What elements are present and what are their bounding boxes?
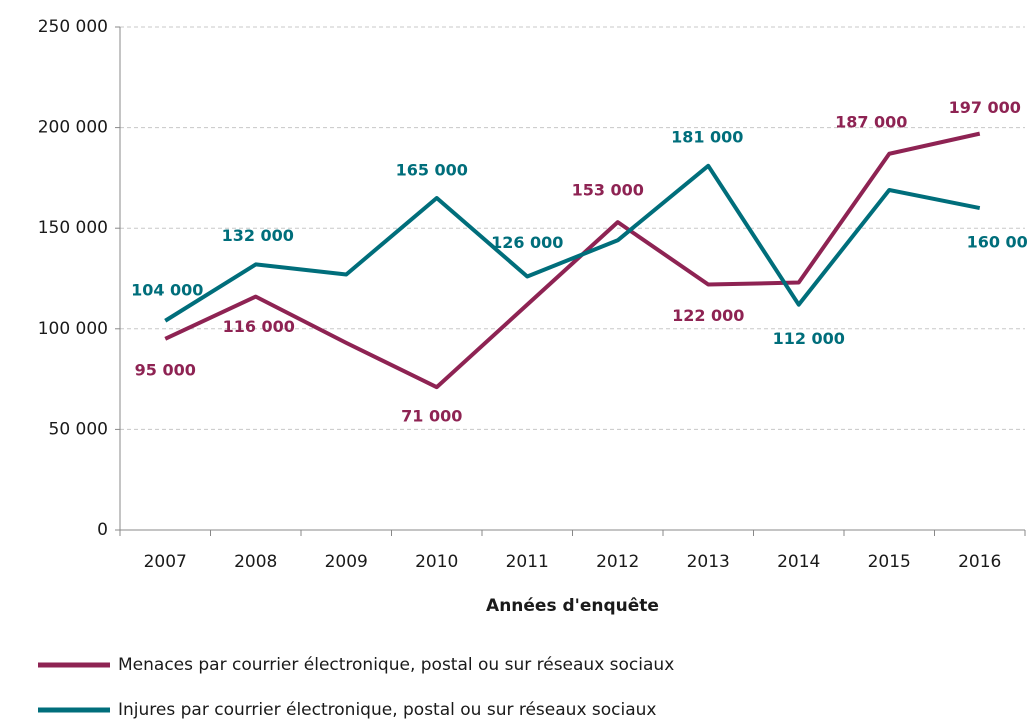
value-label: 153 000 (572, 181, 644, 200)
value-label: 112 000 (773, 329, 845, 348)
value-label: 160 000 (967, 233, 1027, 252)
value-label: 126 000 (491, 233, 563, 252)
y-tick-label: 150 000 (38, 218, 108, 238)
series-line (164, 131, 981, 390)
value-label: 71 000 (401, 407, 462, 426)
value-label: 181 000 (671, 127, 743, 146)
value-label: 104 000 (131, 280, 203, 299)
x-tick-label: 2016 (958, 552, 1001, 572)
x-tick-label: 2015 (868, 552, 911, 572)
value-label: 122 000 (672, 306, 744, 325)
series-line (164, 163, 981, 323)
x-tick-label: 2009 (325, 552, 368, 572)
y-tick-label: 250 000 (38, 17, 108, 37)
value-label: 165 000 (396, 161, 468, 180)
x-tick-label: 2012 (596, 552, 639, 572)
y-tick-label: 200 000 (38, 118, 108, 138)
x-tick-label: 2014 (777, 552, 820, 572)
x-tick-label: 2007 (144, 552, 187, 572)
legend-label: Injures par courrier électronique, posta… (118, 700, 657, 720)
y-tick-label: 50 000 (49, 419, 108, 439)
y-tick-label: 100 000 (38, 319, 108, 339)
x-axis-label: Années d'enquête (486, 596, 659, 616)
x-tick-label: 2010 (415, 552, 458, 572)
x-tick-label: 2011 (506, 552, 549, 572)
legend-label: Menaces par courrier électronique, posta… (118, 655, 674, 675)
y-tick-label: 0 (97, 520, 108, 540)
value-label: 132 000 (222, 226, 294, 245)
value-label: 197 000 (949, 98, 1021, 117)
value-label: 95 000 (135, 360, 196, 379)
x-tick-label: 2008 (234, 552, 277, 572)
value-label: 187 000 (835, 112, 907, 131)
x-tick-label: 2013 (687, 552, 730, 572)
value-label: 116 000 (223, 317, 295, 336)
